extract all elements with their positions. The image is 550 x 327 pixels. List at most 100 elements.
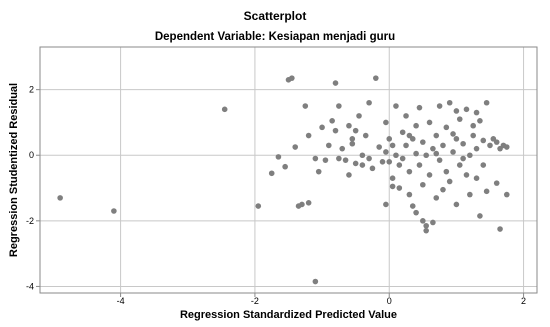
data-point [369, 165, 376, 172]
data-point [456, 116, 463, 122]
data-point [420, 139, 426, 145]
data-point [403, 142, 409, 149]
data-point [450, 131, 456, 137]
data-point [430, 145, 436, 152]
data-point [433, 132, 440, 139]
data-point [268, 170, 275, 177]
data-point [342, 157, 349, 163]
data-point [416, 162, 423, 168]
data-point [423, 152, 429, 159]
data-point [456, 162, 463, 168]
data-point [460, 155, 466, 162]
data-point [443, 168, 450, 175]
data-points [57, 75, 510, 285]
data-point [493, 180, 500, 186]
data-point [430, 219, 436, 226]
data-point [383, 149, 389, 155]
data-point [393, 152, 399, 159]
data-point [450, 149, 456, 155]
data-point [329, 118, 335, 124]
data-point [473, 145, 480, 152]
data-point [477, 118, 483, 124]
x-tick-label: 2 [521, 296, 526, 306]
data-point [386, 136, 393, 142]
data-point [433, 150, 440, 157]
data-point [305, 200, 312, 206]
data-point [359, 152, 366, 159]
data-point [413, 122, 419, 129]
data-point [423, 222, 429, 229]
data-point [352, 127, 359, 134]
data-point [493, 139, 500, 145]
data-point [483, 188, 490, 195]
data-point [282, 163, 288, 170]
data-point [433, 195, 440, 201]
x-axis-label: Regression Standardized Predicted Value [180, 309, 397, 321]
x-tick-label: -2 [251, 296, 259, 306]
data-point [416, 104, 423, 111]
data-point [409, 203, 416, 209]
y-axis-label: Regression Studentized Residual [8, 83, 20, 257]
data-point [406, 168, 413, 175]
data-point [423, 227, 429, 234]
data-point [111, 208, 117, 214]
data-point [373, 75, 379, 81]
data-point [483, 99, 490, 106]
y-axis-ticks: -4 -2 0 2 [26, 85, 40, 291]
data-point [322, 157, 329, 163]
data-point [396, 185, 403, 191]
chart-title: Scatterplot [243, 9, 307, 23]
data-point [480, 137, 487, 144]
data-point [289, 75, 295, 81]
data-point [332, 80, 339, 86]
data-point [473, 175, 480, 181]
data-point [480, 162, 487, 168]
data-point [346, 172, 352, 178]
data-point [473, 109, 480, 116]
data-point [470, 132, 476, 139]
data-point [336, 103, 342, 109]
data-point [470, 122, 476, 129]
data-point [426, 172, 433, 178]
data-point [420, 181, 426, 188]
data-point [399, 155, 406, 162]
data-point [453, 201, 460, 208]
data-point [366, 155, 372, 162]
data-point [359, 162, 366, 168]
data-point [497, 226, 503, 232]
data-point [362, 132, 369, 139]
data-point [305, 132, 312, 139]
data-point [295, 203, 302, 209]
data-point [453, 136, 460, 142]
x-tick-label: 0 [387, 296, 392, 306]
data-point [477, 213, 483, 219]
data-point [386, 159, 393, 165]
data-point [383, 201, 389, 208]
data-point [396, 162, 403, 168]
data-point [413, 209, 419, 216]
data-point [446, 178, 453, 185]
data-point [443, 124, 450, 131]
data-point [467, 191, 473, 198]
data-point [440, 186, 446, 193]
data-point [315, 168, 322, 175]
y-tick-label: 0 [29, 150, 34, 160]
data-point [339, 145, 346, 152]
data-point [467, 152, 473, 159]
data-point [292, 144, 299, 150]
data-point [389, 175, 396, 181]
data-point [503, 144, 510, 150]
x-axis-ticks: -4 -2 0 2 [117, 293, 526, 306]
data-point [463, 172, 470, 178]
data-point [336, 155, 342, 162]
plot-frame [39, 46, 538, 294]
data-point [349, 136, 356, 142]
data-point [275, 154, 282, 160]
data-point [440, 142, 446, 149]
data-point [312, 278, 319, 285]
data-point [352, 160, 359, 167]
data-point [319, 124, 325, 131]
data-point [406, 191, 413, 198]
grid-lines [40, 47, 537, 293]
